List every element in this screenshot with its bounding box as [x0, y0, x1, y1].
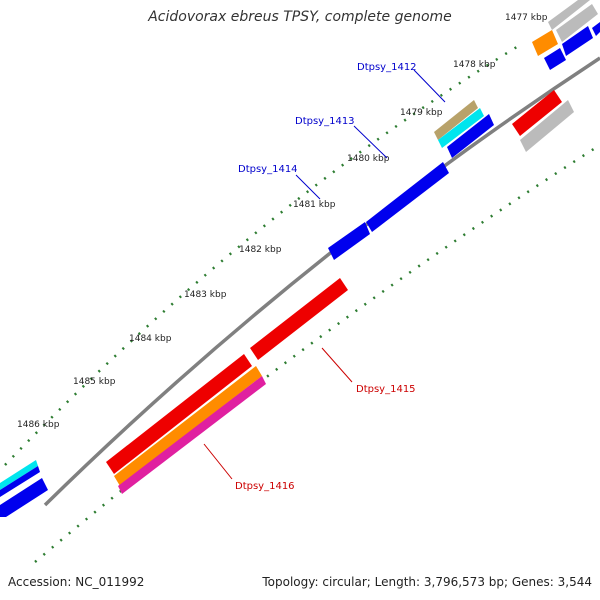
kbp-label-1482: 1482 kbp	[239, 245, 282, 255]
gene-cyan-left[interactable]	[0, 460, 38, 490]
gene-dtpsy-1415-b[interactable]	[106, 354, 252, 474]
leader-dtpsy-1415	[321, 347, 353, 383]
gene-dtpsy-1414-a[interactable]	[328, 222, 370, 260]
gene-red-inner-right[interactable]	[512, 90, 562, 136]
kbp-label-1478: 1478 kbp	[453, 60, 496, 70]
gene-label-dtpsy-1414[interactable]: Dtpsy_1414	[238, 164, 298, 175]
gene-dtpsy-1416-orange[interactable]	[114, 366, 262, 486]
gene-label-dtpsy-1412[interactable]: Dtpsy_1412	[357, 62, 417, 73]
gene-label-dtpsy-1413[interactable]: Dtpsy_1413	[295, 116, 355, 127]
kbp-label-1484: 1484 kbp	[129, 334, 172, 344]
kbp-label-1481: 1481 kbp	[293, 200, 336, 210]
kbp-label-1486: 1486 kbp	[17, 420, 60, 430]
gene-gray-top-b[interactable]	[556, 4, 598, 42]
kbp-label-1479: 1479 kbp	[400, 108, 443, 118]
gene-dtpsy-1412-cyan[interactable]	[438, 108, 484, 148]
leader-dtpsy-1413	[353, 125, 388, 159]
leader-dtpsy-1416	[203, 443, 233, 480]
leader-dtpsy-1414	[295, 174, 321, 200]
gene-blue-left-b[interactable]	[0, 466, 40, 497]
gene-label-dtpsy-1415[interactable]: Dtpsy_1415	[356, 384, 416, 395]
kbp-label-1480: 1480 kbp	[347, 154, 390, 164]
gene-gray-inner-right[interactable]	[520, 100, 574, 152]
gene-blue-top-a[interactable]	[562, 26, 593, 56]
genome-backbone	[43, 56, 600, 507]
outer-tick-track	[4, 43, 521, 466]
map-title: Acidovorax ebreus TPSY, complete genome	[148, 9, 452, 25]
gene-label-dtpsy-1416[interactable]: Dtpsy_1416	[235, 481, 295, 492]
gene-blue-top-b[interactable]	[592, 22, 600, 36]
gene-orange-top[interactable]	[532, 30, 558, 56]
accession-text: Accession: NC_011992	[8, 575, 145, 589]
kbp-label-1483: 1483 kbp	[184, 290, 227, 300]
gene-dtpsy-1415-a[interactable]	[250, 278, 348, 360]
kbp-label-1485: 1485 kbp	[73, 377, 116, 387]
gene-dtpsy-1413[interactable]	[447, 114, 494, 158]
gene-dtpsy-1414-b[interactable]	[366, 162, 449, 232]
leader-dtpsy-1412	[413, 69, 446, 103]
gene-gray-top-a[interactable]	[548, 0, 590, 30]
gene-blue-top-c[interactable]	[544, 48, 566, 70]
gene-dtpsy-1412-tan[interactable]	[434, 100, 478, 140]
kbp-label-1477: 1477 kbp	[505, 13, 548, 23]
genome-summary-text: Topology: circular; Length: 3,796,573 bp…	[262, 575, 592, 589]
gene-dtpsy-1416-magenta[interactable]	[118, 376, 266, 494]
gene-blue-left-a[interactable]	[0, 478, 48, 517]
